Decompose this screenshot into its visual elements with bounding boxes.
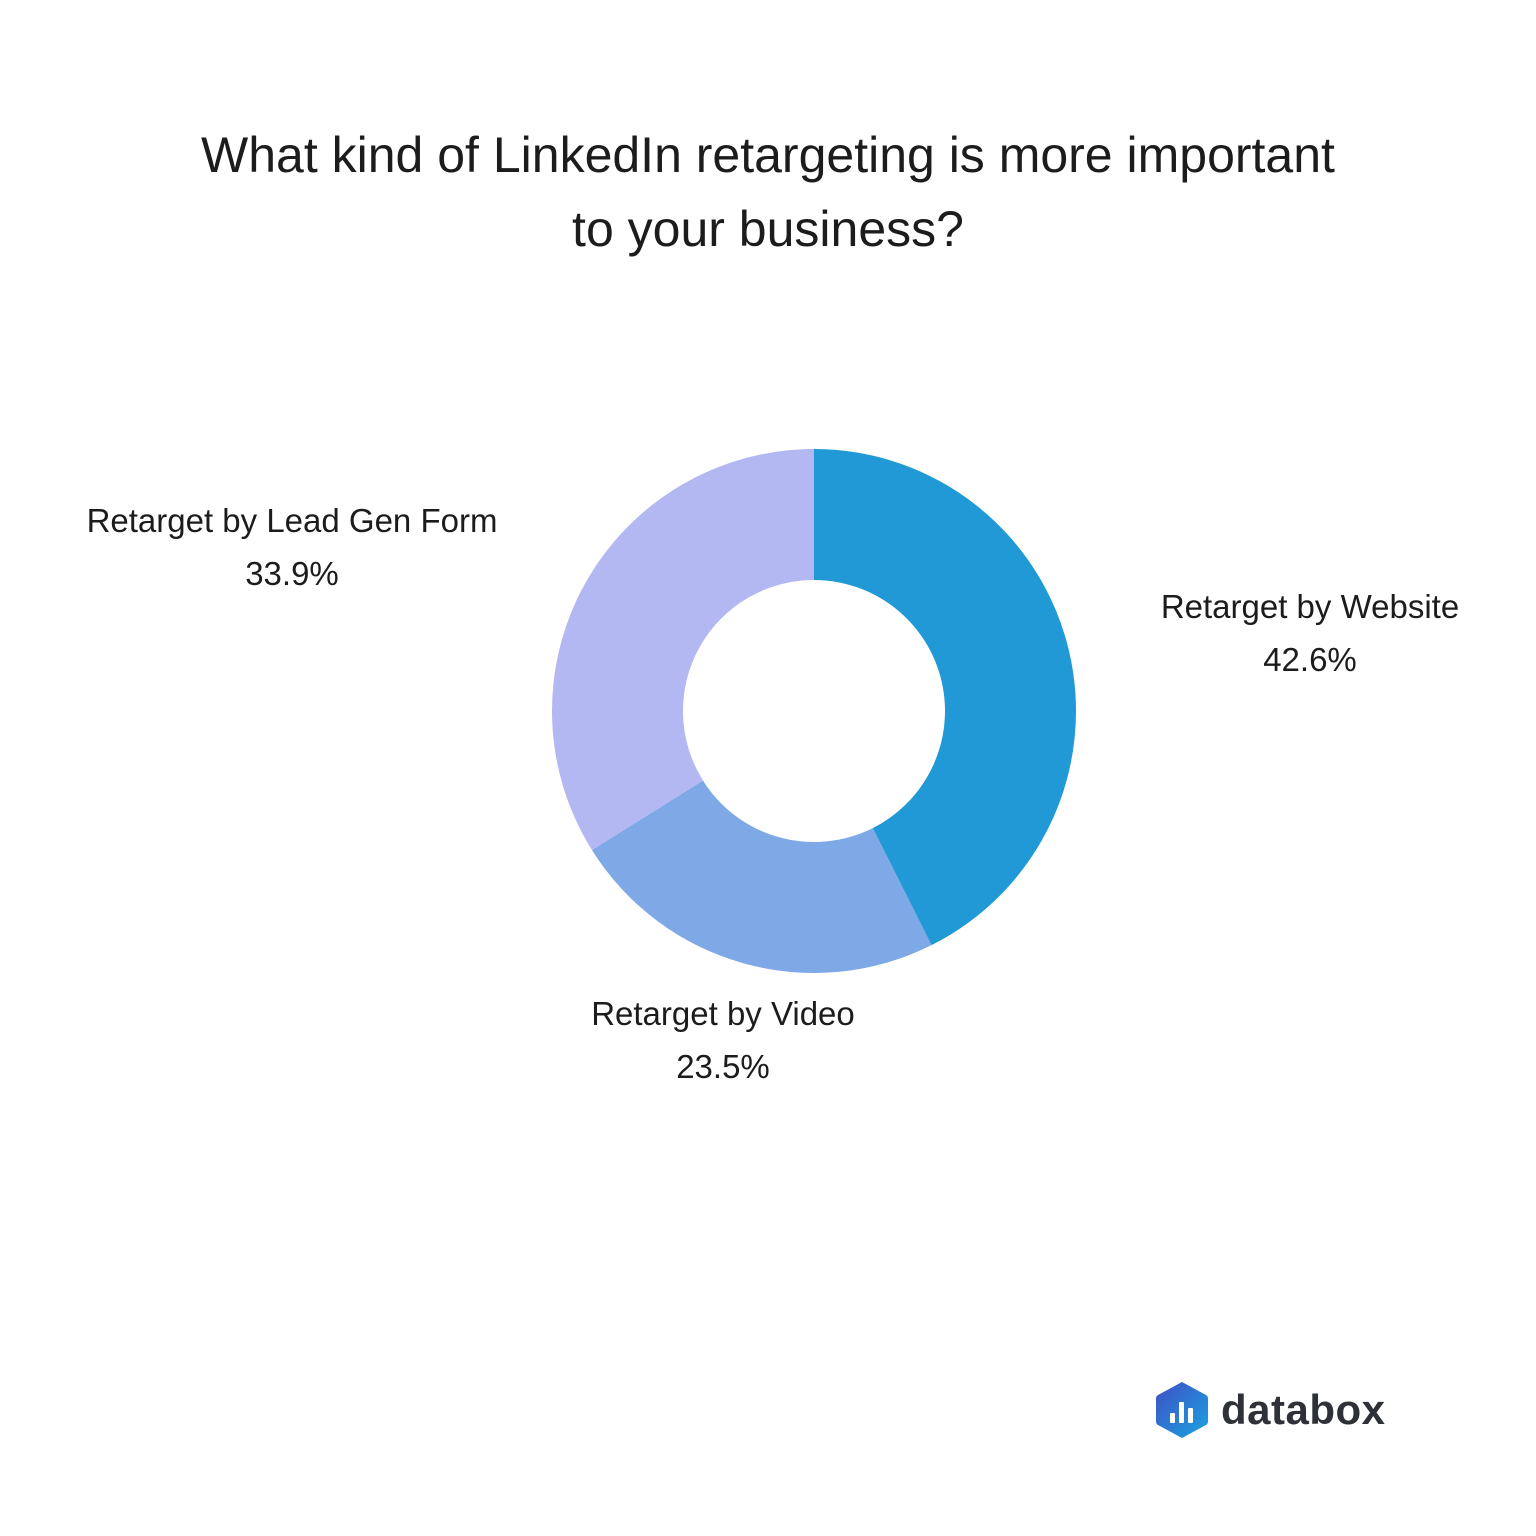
label-website-value: 42.6% <box>1263 641 1357 678</box>
slice-website <box>814 449 1076 946</box>
chart-title: What kind of LinkedIn retargeting is mor… <box>0 118 1536 266</box>
slice-video <box>591 780 932 973</box>
slice-leadgen <box>552 449 814 850</box>
databox-hexagon-logo-icon <box>1156 1382 1208 1438</box>
chart-title-line-1: What kind of LinkedIn retargeting is mor… <box>201 127 1335 183</box>
label-leadgen: Retarget by Lead Gen Form 33.9% <box>42 494 542 600</box>
databox-logo: databox <box>1155 1380 1386 1440</box>
databox-wordmark: databox <box>1221 1386 1386 1433</box>
label-video-value: 23.5% <box>676 1048 770 1085</box>
chart-title-line-2: to your business? <box>572 201 964 257</box>
donut-slices <box>552 449 1076 973</box>
label-leadgen-value: 33.9% <box>245 555 339 592</box>
label-video-name: Retarget by Video <box>591 995 855 1032</box>
label-website-name: Retarget by Website <box>1160 588 1460 625</box>
label-leadgen-name: Retarget by Lead Gen Form <box>86 502 498 539</box>
label-website: Retarget by Website 42.6% <box>1130 580 1490 686</box>
label-video: Retarget by Video 23.5% <box>543 987 903 1093</box>
